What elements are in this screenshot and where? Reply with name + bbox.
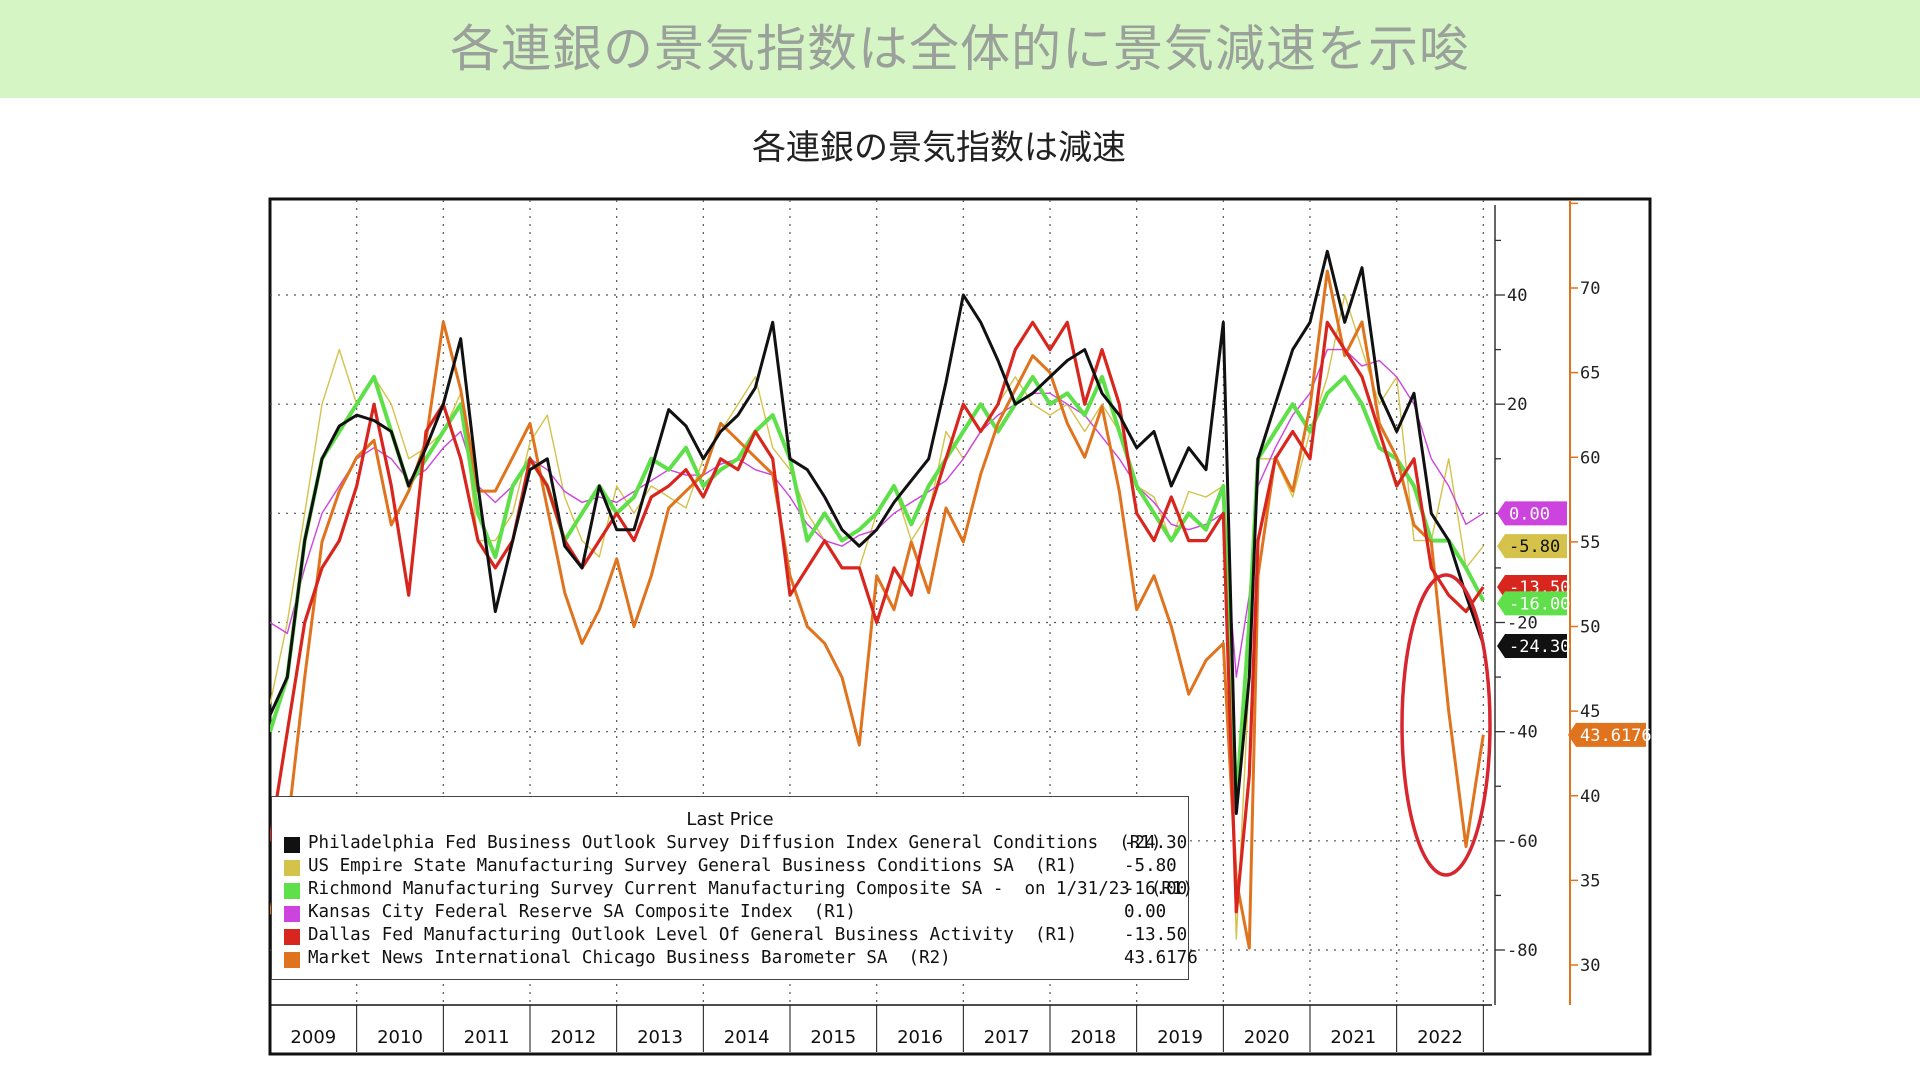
legend-label: Market News International Chicago Busine… — [308, 948, 951, 968]
annotation-circle — [1400, 573, 1492, 877]
badge-philly — [1497, 633, 1567, 658]
y-tick-label-r2: 35 — [1580, 871, 1600, 891]
legend-label: Philadelphia Fed Business Outlook Survey… — [308, 833, 1162, 853]
y-tick-label-r2: 70 — [1580, 279, 1600, 299]
legend-swatch — [284, 837, 300, 853]
legend-swatch — [284, 906, 300, 922]
x-tick-label: 2016 — [897, 1027, 943, 1048]
legend-entry-philly: Philadelphia Fed Business Outlook Survey… — [284, 833, 1188, 856]
y-tick-label-r1: -60 — [1507, 832, 1538, 852]
legend-label: Kansas City Federal Reserve SA Composite… — [308, 902, 856, 922]
header-banner: 各連銀の景気指数は全体的に景気減速を示唆 — [0, 0, 1920, 98]
axes: 2009 2010 2011 2012 2013 2014 2015 2016 2017 2018… — [270, 200, 1600, 1052]
chart-title: 各連銀の景気指数は減速 — [752, 128, 1126, 168]
series-line-philly — [270, 249, 1485, 815]
x-tick-label: 2013 — [637, 1027, 683, 1048]
series-line-richmond — [270, 374, 1486, 805]
legend-value: 43.6176 — [1124, 948, 1198, 968]
x-tick-label: 2019 — [1157, 1027, 1203, 1048]
y-tick-label-r1: -80 — [1507, 941, 1538, 961]
legend-swatch — [284, 929, 300, 945]
legend-swatch — [284, 860, 300, 876]
legend: Last Price Philadelphia Fed Business Out… — [271, 796, 1198, 980]
chart-frame — [268, 197, 1652, 1056]
y-tick-label-r1: -20 — [1507, 614, 1538, 634]
legend-entry-richmond: Richmond Manufacturing Survey Current Ma… — [284, 879, 1193, 902]
legend-swatch — [284, 883, 300, 899]
legend-label: Richmond Manufacturing Survey Current Ma… — [308, 879, 1194, 899]
badge-richmond — [1497, 591, 1567, 616]
y-tick-label-r2: 60 — [1580, 448, 1600, 468]
legend-value: 0.00 — [1124, 902, 1167, 922]
badge-chicago — [1568, 722, 1646, 747]
badge-label-richmond: -16.00 — [1509, 594, 1570, 614]
badge-label-empire: -5.80 — [1509, 537, 1560, 557]
y-tick-label-r2: 50 — [1580, 618, 1600, 638]
legend-value: -13.50 — [1124, 925, 1188, 945]
y-tick-label-r2: 40 — [1580, 787, 1600, 807]
legend-title: Last Price — [686, 809, 774, 830]
legend-entry-empire: US Empire State Manufacturing Survey Gen… — [284, 856, 1184, 879]
y-tick-label-r2: 45 — [1580, 702, 1600, 722]
legend-entry-dallas: Dallas Fed Manufacturing Outlook Level O… — [284, 925, 1188, 948]
legend-swatch — [284, 952, 300, 968]
series-lines — [270, 249, 1486, 950]
y-tick-label-r2: 65 — [1580, 364, 1600, 384]
legend-label: US Empire State Manufacturing Survey Gen… — [308, 856, 1078, 876]
legend-entry-kansas: Kansas City Federal Reserve SA Composite… — [284, 902, 1184, 925]
badge-kansas — [1497, 501, 1567, 526]
y-tick-label-r1: 20 — [1507, 395, 1527, 415]
legend-value: -16.00 — [1124, 879, 1188, 899]
y-tick-label-r2: 55 — [1580, 533, 1600, 553]
y-tick-label-r2: 30 — [1580, 956, 1600, 976]
x-tick-label: 2011 — [464, 1027, 510, 1048]
legend-entry-chicago: Market News International Chicago Busine… — [284, 948, 1198, 971]
legend-label: Dallas Fed Manufacturing Outlook Level O… — [308, 925, 1078, 945]
badge-label-philly: -24.30 — [1509, 637, 1570, 657]
x-tick-label: 2015 — [810, 1027, 856, 1048]
badge-label-kansas: 0.00 — [1509, 504, 1550, 524]
y-tick-label-r1: 40 — [1507, 286, 1527, 306]
series-line-dallas — [270, 320, 1485, 914]
x-tick-label: 2010 — [377, 1027, 423, 1048]
banner-title: 各連銀の景気指数は全体的に景気減速を示唆 — [450, 20, 1470, 78]
legend-value: -5.80 — [1124, 856, 1177, 876]
x-tick-label: 2022 — [1417, 1027, 1463, 1048]
x-tick-label: 2012 — [550, 1027, 596, 1048]
x-tick-label: 2021 — [1330, 1027, 1376, 1048]
y-tick-label-r1: -40 — [1507, 723, 1538, 743]
x-tick-label: 2020 — [1244, 1027, 1290, 1048]
legend-value: -24.30 — [1124, 833, 1188, 853]
x-tick-label: 2009 — [290, 1027, 336, 1048]
badge-label-chicago: 43.6176 — [1580, 726, 1652, 746]
badge-empire — [1497, 534, 1567, 559]
x-tick-label: 2017 — [984, 1027, 1030, 1048]
x-tick-label: 2014 — [724, 1027, 770, 1048]
x-tick-label: 2018 — [1070, 1027, 1116, 1048]
